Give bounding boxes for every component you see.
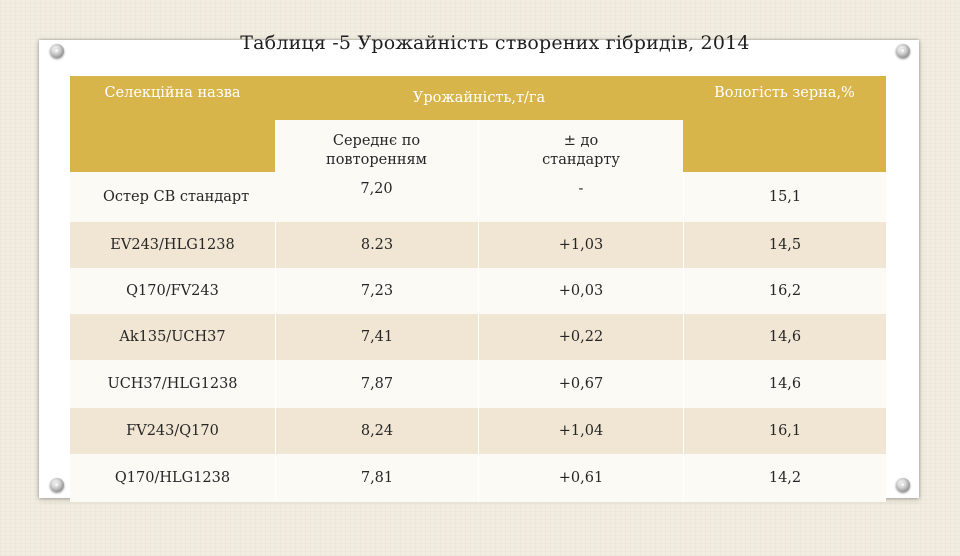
table-cell-diff: +1,03	[478, 222, 683, 268]
header-yield: Урожайність,т/га	[275, 76, 683, 120]
header-moisture: Вологість зерна,%	[683, 76, 886, 172]
table-cell-name: Ak135/UCH37	[70, 314, 275, 360]
table-cell-moisture: 14,5	[683, 222, 886, 268]
table-cell-avg: 7,41	[275, 314, 478, 360]
table-cell-name: Остер СВ стандарт	[70, 172, 275, 222]
header-name: Селекційна назва	[70, 76, 275, 172]
table-cell-avg: 7,20	[275, 172, 478, 222]
table-cell-name: Q170/HLG1238	[70, 454, 275, 502]
slide-title: Таблиця -5 Урожайність створених гібриді…	[240, 32, 750, 54]
table-cell-name: FV243/Q170	[70, 408, 275, 454]
table-cell-name: UCH37/HLG1238	[70, 360, 275, 408]
table-cell-name: Q170/FV243	[70, 268, 275, 314]
table-cell-diff: +0,61	[478, 454, 683, 502]
table-cell-diff: -	[478, 172, 683, 222]
pin-icon	[896, 44, 910, 58]
pin-icon	[50, 478, 64, 492]
table-cell-moisture: 14,6	[683, 314, 886, 360]
table-cell-avg: 8.23	[275, 222, 478, 268]
yield-table: Селекційна назва Урожайність,т/га Вологі…	[70, 76, 886, 556]
table-cell-moisture: 16,2	[683, 268, 886, 314]
table-cell-diff: +0,03	[478, 268, 683, 314]
table-cell-moisture: 14,6	[683, 360, 886, 408]
table-cell-avg: 7,81	[275, 454, 478, 502]
pin-icon	[896, 478, 910, 492]
table-cell-avg: 7,87	[275, 360, 478, 408]
table-cell-diff: +1,04	[478, 408, 683, 454]
header-avg: Середнє по повторенням	[275, 120, 478, 172]
table-cell-moisture: 14,2	[683, 454, 886, 502]
table-cell-moisture: 15,1	[683, 172, 886, 222]
table-cell-avg: 7,23	[275, 268, 478, 314]
table-cell-moisture: 16,1	[683, 408, 886, 454]
pin-icon	[50, 44, 64, 58]
table-cell-avg: 8,24	[275, 408, 478, 454]
table-cell-name: EV243/HLG1238	[70, 222, 275, 268]
table-cell-diff: +0,67	[478, 360, 683, 408]
table-cell-diff: +0,22	[478, 314, 683, 360]
header-diff: ± до стандарту	[478, 120, 683, 172]
